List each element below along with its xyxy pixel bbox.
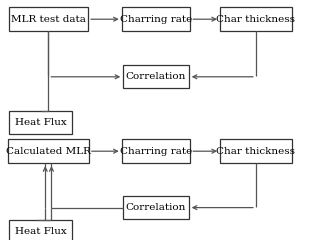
FancyBboxPatch shape [9, 220, 72, 240]
Text: Char thickness: Char thickness [216, 15, 295, 24]
Text: MLR test data: MLR test data [11, 15, 86, 24]
Text: Correlation: Correlation [126, 72, 186, 81]
FancyBboxPatch shape [122, 139, 190, 163]
FancyBboxPatch shape [8, 7, 88, 31]
Text: Heat Flux: Heat Flux [15, 118, 66, 127]
Text: Charring rate: Charring rate [120, 147, 192, 156]
Text: Heat Flux: Heat Flux [15, 227, 66, 236]
FancyBboxPatch shape [9, 111, 72, 134]
FancyBboxPatch shape [8, 139, 89, 163]
FancyBboxPatch shape [123, 196, 189, 219]
Text: Charring rate: Charring rate [120, 15, 192, 24]
FancyBboxPatch shape [220, 139, 292, 163]
FancyBboxPatch shape [122, 7, 190, 31]
Text: Calculated MLR: Calculated MLR [6, 147, 91, 156]
Text: Correlation: Correlation [126, 203, 186, 212]
Text: Char thickness: Char thickness [216, 147, 295, 156]
FancyBboxPatch shape [220, 7, 292, 31]
FancyBboxPatch shape [123, 65, 189, 88]
